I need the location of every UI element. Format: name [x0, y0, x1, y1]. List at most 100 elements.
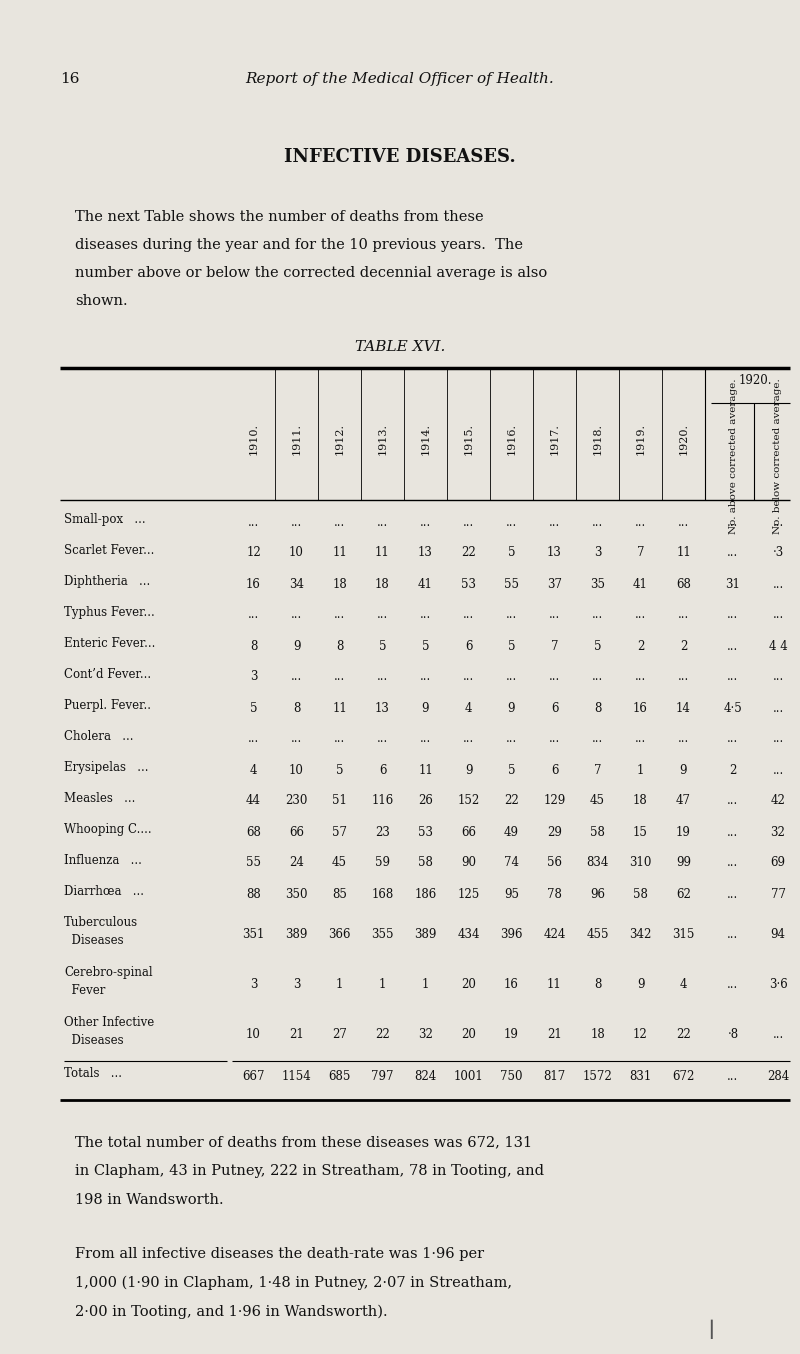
Text: 11: 11 — [332, 701, 347, 715]
Text: 16: 16 — [633, 701, 648, 715]
Text: 5: 5 — [594, 639, 602, 653]
Text: 1: 1 — [379, 978, 386, 991]
Text: No. above corrected average.: No. above corrected average. — [729, 379, 738, 535]
Text: 58: 58 — [633, 887, 648, 900]
Text: 351: 351 — [242, 927, 265, 941]
Text: Measles   ...: Measles ... — [64, 792, 135, 806]
Text: 2: 2 — [637, 639, 644, 653]
Text: 125: 125 — [458, 887, 480, 900]
Text: The next Table shows the number of deaths from these: The next Table shows the number of death… — [75, 210, 484, 223]
Text: 24: 24 — [289, 857, 304, 869]
Text: shown.: shown. — [75, 294, 128, 307]
Text: Report of the Medical Officer of Health.: Report of the Medical Officer of Health. — [246, 72, 554, 87]
Text: ...: ... — [291, 733, 302, 746]
Text: ...: ... — [291, 670, 302, 684]
Text: 85: 85 — [332, 887, 347, 900]
Text: 1,000 (1·90 in Clapham, 1·48 in Putney, 2·07 in Streatham,: 1,000 (1·90 in Clapham, 1·48 in Putney, … — [75, 1275, 512, 1290]
Text: 129: 129 — [543, 795, 566, 807]
Text: 4·5: 4·5 — [724, 701, 742, 715]
Text: 5: 5 — [250, 701, 258, 715]
Text: 44: 44 — [246, 795, 261, 807]
Text: diseases during the year and for the 10 previous years.  The: diseases during the year and for the 10 … — [75, 238, 523, 252]
Text: 3: 3 — [250, 978, 258, 991]
Text: 19: 19 — [676, 826, 691, 838]
Text: 37: 37 — [547, 578, 562, 590]
Text: ...: ... — [377, 733, 388, 746]
Text: ...: ... — [377, 608, 388, 621]
Text: 389: 389 — [414, 927, 437, 941]
Text: 20: 20 — [461, 978, 476, 991]
Text: in Clapham, 43 in Putney, 222 in Streatham, 78 in Tooting, and: in Clapham, 43 in Putney, 222 in Streath… — [75, 1164, 544, 1178]
Text: Diseases: Diseases — [64, 1034, 124, 1047]
Text: ...: ... — [334, 516, 345, 528]
Text: 9: 9 — [293, 639, 300, 653]
Text: 831: 831 — [630, 1070, 652, 1082]
Text: INFECTIVE DISEASES.: INFECTIVE DISEASES. — [284, 148, 516, 167]
Text: Influenza   ...: Influenza ... — [64, 854, 142, 867]
Text: ...: ... — [420, 516, 431, 528]
Text: ...: ... — [377, 670, 388, 684]
Text: 7: 7 — [594, 764, 602, 776]
Text: ...: ... — [727, 516, 738, 528]
Text: 3·6: 3·6 — [769, 978, 787, 991]
Text: 5: 5 — [378, 639, 386, 653]
Text: 8: 8 — [594, 978, 601, 991]
Text: 1920.: 1920. — [678, 422, 689, 455]
Text: 8: 8 — [293, 701, 300, 715]
Text: ...: ... — [506, 733, 517, 746]
Text: 284: 284 — [767, 1070, 789, 1082]
Text: ...: ... — [549, 733, 560, 746]
Text: 4 4: 4 4 — [769, 639, 787, 653]
Text: ...: ... — [727, 857, 738, 869]
Text: ...: ... — [506, 608, 517, 621]
Text: 9: 9 — [422, 701, 430, 715]
Text: 99: 99 — [676, 857, 691, 869]
Text: ...: ... — [635, 670, 646, 684]
Text: ...: ... — [420, 670, 431, 684]
Text: No. below corrected average.: No. below corrected average. — [774, 379, 782, 535]
Text: ...: ... — [727, 826, 738, 838]
Text: Cerebro-spinal: Cerebro-spinal — [64, 965, 153, 979]
Text: ...: ... — [334, 608, 345, 621]
Text: 62: 62 — [676, 887, 691, 900]
Text: ...: ... — [772, 764, 784, 776]
Text: 69: 69 — [770, 857, 786, 869]
Text: 1914.: 1914. — [421, 422, 430, 455]
Text: Erysipelas   ...: Erysipelas ... — [64, 761, 149, 774]
Text: 4: 4 — [680, 978, 687, 991]
Text: ...: ... — [678, 608, 689, 621]
Text: ...: ... — [291, 516, 302, 528]
Text: 1911.: 1911. — [291, 422, 302, 455]
Text: 9: 9 — [465, 764, 472, 776]
Text: 7: 7 — [637, 547, 644, 559]
Text: 42: 42 — [770, 795, 786, 807]
Text: 78: 78 — [547, 887, 562, 900]
Text: 51: 51 — [332, 795, 347, 807]
Text: 16: 16 — [246, 578, 261, 590]
Text: 8: 8 — [250, 639, 257, 653]
Text: 15: 15 — [633, 826, 648, 838]
Text: 1913.: 1913. — [378, 422, 387, 455]
Text: 41: 41 — [633, 578, 648, 590]
Text: 29: 29 — [547, 826, 562, 838]
Text: 6: 6 — [550, 701, 558, 715]
Text: 59: 59 — [375, 857, 390, 869]
Text: ...: ... — [772, 733, 784, 746]
Text: 31: 31 — [726, 578, 741, 590]
Text: 186: 186 — [414, 887, 437, 900]
Text: Diseases: Diseases — [64, 934, 124, 946]
Text: 342: 342 — [630, 927, 652, 941]
Text: 34: 34 — [289, 578, 304, 590]
Text: 230: 230 — [286, 795, 308, 807]
Text: 13: 13 — [547, 547, 562, 559]
Text: ·8: ·8 — [727, 1028, 738, 1040]
Text: ...: ... — [248, 733, 259, 746]
Text: 45: 45 — [332, 857, 347, 869]
Text: 817: 817 — [543, 1070, 566, 1082]
Text: 350: 350 — [286, 887, 308, 900]
Text: ...: ... — [727, 608, 738, 621]
Text: 96: 96 — [590, 887, 605, 900]
Text: 168: 168 — [371, 887, 394, 900]
Text: ...: ... — [678, 670, 689, 684]
Text: 434: 434 — [458, 927, 480, 941]
